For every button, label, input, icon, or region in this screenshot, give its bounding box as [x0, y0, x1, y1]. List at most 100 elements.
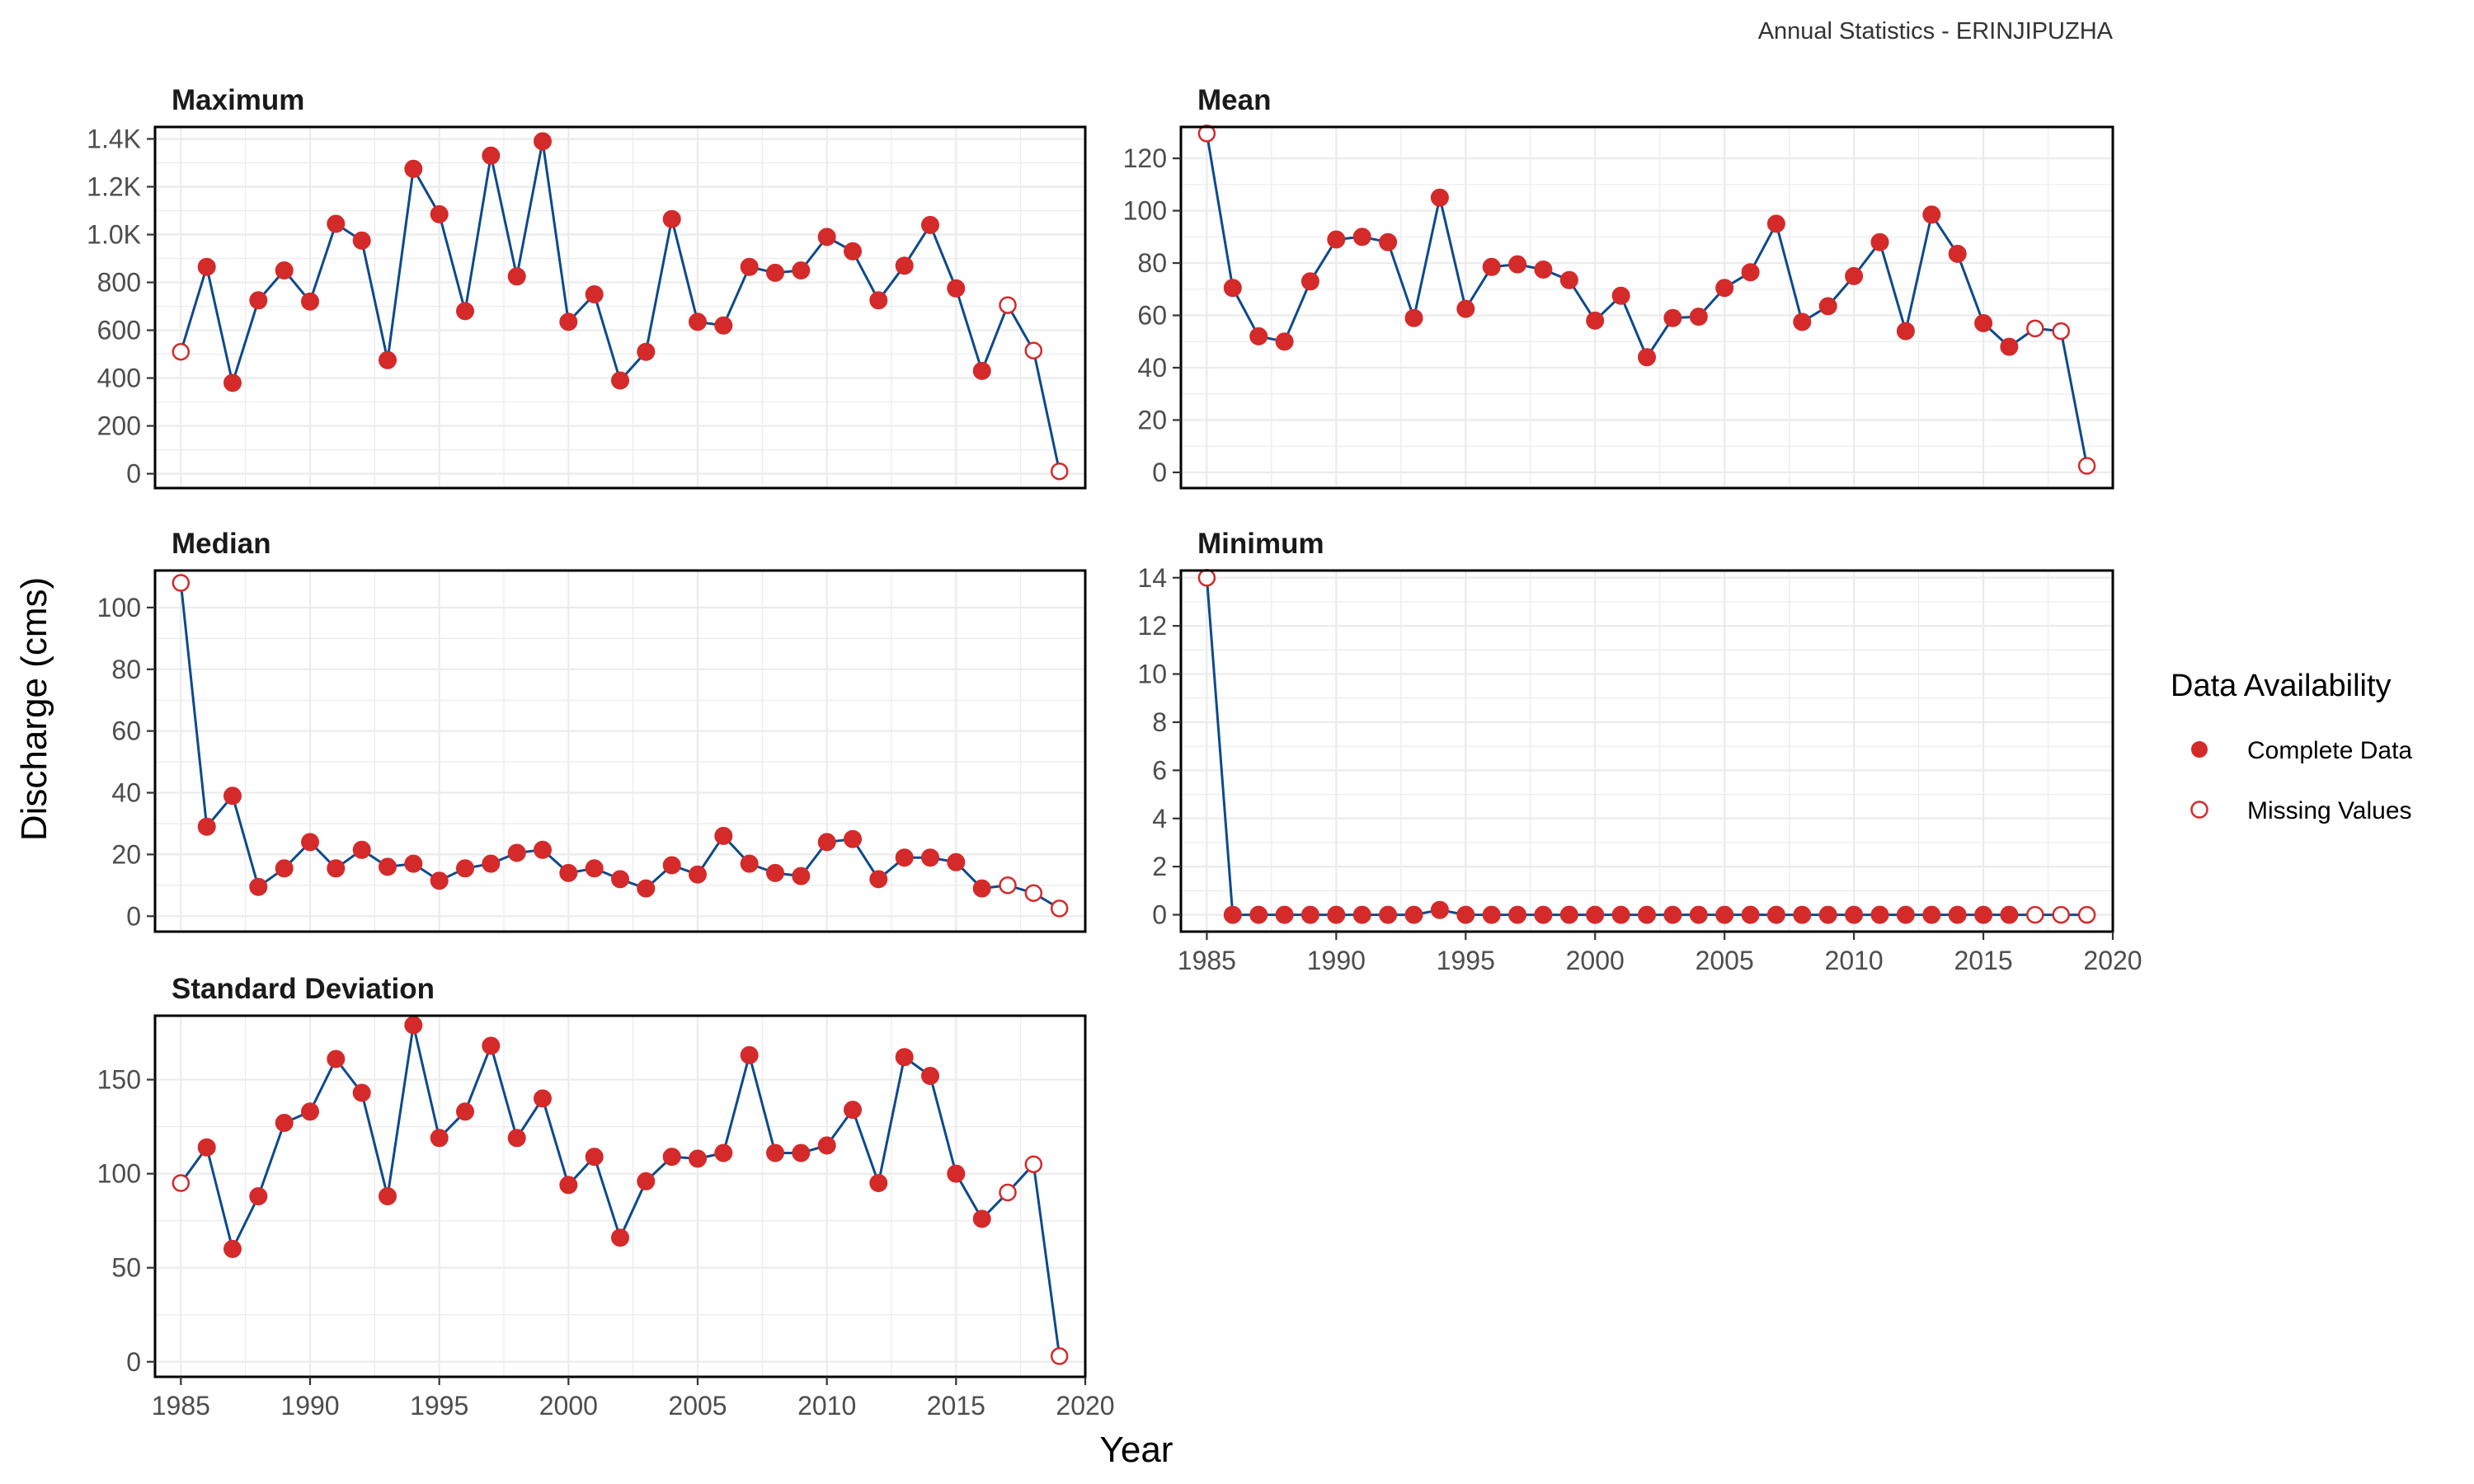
data-point-2017 — [999, 296, 1017, 314]
data-point-2011 — [844, 829, 862, 848]
data-point-2014 — [921, 1067, 939, 1085]
data-point-1985 — [172, 1174, 190, 1192]
y-tick-label: 120 — [1123, 143, 1167, 173]
data-point-1992 — [352, 231, 371, 250]
y-tick-label: 4 — [1152, 804, 1167, 834]
data-point-1994 — [404, 1016, 423, 1035]
data-point-2016 — [972, 361, 991, 380]
data-point-1994 — [1430, 900, 1449, 919]
data-point-2008 — [766, 863, 784, 882]
data-point-1991 — [1352, 228, 1371, 247]
data-point-2011 — [844, 242, 862, 261]
data-point-2001 — [1611, 286, 1630, 305]
y-tick-label: 800 — [97, 268, 141, 298]
data-point-1988 — [249, 877, 268, 896]
data-point-1986 — [1223, 905, 1242, 924]
data-point-1993 — [1404, 905, 1423, 924]
data-point-1986 — [197, 257, 216, 276]
data-point-2012 — [869, 1174, 888, 1192]
y-tick-label: 20 — [111, 839, 141, 869]
y-tick-label: 100 — [97, 1159, 141, 1189]
y-tick-label: 50 — [111, 1253, 141, 1283]
panel-border — [153, 569, 1087, 933]
data-point-2010 — [817, 228, 836, 247]
data-point-2019 — [1050, 462, 1069, 481]
y-tick-label: 80 — [1137, 248, 1167, 278]
data-point-2013 — [895, 256, 914, 275]
data-point-2003 — [637, 342, 656, 361]
data-point-2005 — [689, 312, 707, 331]
data-point-1990 — [301, 833, 319, 852]
data-point-1990 — [1327, 905, 1346, 924]
y-tick-label: 14 — [1137, 563, 1167, 593]
data-point-2018 — [2052, 905, 2070, 924]
legend-title: Data Availability — [2171, 669, 2392, 703]
data-point-2008 — [766, 263, 784, 282]
data-point-2008 — [1793, 312, 1812, 331]
data-point-2014 — [1948, 905, 1967, 924]
x-tick-label: 2010 — [1825, 946, 1884, 975]
data-point-2011 — [1870, 232, 1889, 251]
data-point-2004 — [662, 856, 681, 875]
data-point-1991 — [1352, 905, 1371, 924]
data-point-1998 — [507, 1129, 526, 1148]
data-point-2007 — [740, 257, 759, 276]
data-point-1990 — [301, 1102, 319, 1121]
data-point-1985 — [1197, 569, 1216, 587]
y-tick-label: 1.0K — [87, 220, 141, 250]
y-tick-label: 100 — [97, 593, 141, 622]
y-tick-label: 8 — [1152, 707, 1167, 737]
data-point-1995 — [430, 1129, 449, 1148]
y-tick-label: 0 — [126, 459, 141, 489]
panel-border — [1179, 569, 2114, 933]
panel-title: Standard Deviation — [172, 973, 435, 1005]
data-point-2004 — [662, 1148, 681, 1167]
panel-mean: Mean 0 20 40 60 80 100 120 — [1123, 84, 2114, 490]
data-point-1988 — [249, 1187, 268, 1205]
y-tick-label: 1.2K — [87, 172, 141, 202]
data-point-1995 — [430, 204, 449, 223]
data-point-2011 — [844, 1101, 862, 1120]
data-point-1991 — [327, 1050, 346, 1068]
data-point-2009 — [792, 866, 811, 885]
y-tick-label: 10 — [1137, 660, 1167, 689]
data-point-1996 — [456, 859, 474, 878]
data-point-1996 — [1482, 257, 1501, 276]
x-tick-label: 2015 — [927, 1391, 985, 1421]
panel-standard-deviation: Standard Deviation 0 50 100 150 1985 1990 1995 2… — [97, 973, 1115, 1421]
data-point-2002 — [611, 870, 629, 889]
data-point-1996 — [456, 302, 474, 321]
panel-background — [155, 1016, 1085, 1377]
data-point-1990 — [1327, 230, 1346, 249]
y-tick-label: 40 — [1137, 353, 1167, 383]
data-point-1988 — [1275, 332, 1294, 351]
x-tick-label: 2000 — [1566, 946, 1625, 975]
data-point-2005 — [1715, 905, 1734, 924]
data-point-2008 — [1793, 905, 1812, 924]
data-point-1993 — [379, 1187, 397, 1205]
data-point-1998 — [1534, 261, 1553, 279]
legend: Data Availability Complete Data Missing … — [2171, 669, 2412, 824]
data-point-1997 — [482, 854, 501, 873]
data-point-2002 — [611, 1228, 629, 1247]
data-point-2019 — [2077, 457, 2096, 475]
data-point-1995 — [430, 871, 449, 890]
data-point-2013 — [895, 1048, 914, 1067]
y-tick-label: 60 — [1137, 301, 1167, 331]
data-point-2004 — [1689, 308, 1708, 326]
data-point-2002 — [1638, 905, 1656, 924]
data-point-2003 — [637, 1172, 656, 1190]
data-point-1989 — [275, 859, 294, 878]
legend-key-missing-values — [2190, 801, 2208, 819]
data-point-1992 — [352, 1083, 371, 1102]
x-tick-label: 2020 — [1056, 1391, 1114, 1421]
data-point-2005 — [1715, 279, 1734, 298]
data-point-2012 — [869, 870, 888, 889]
data-point-1987 — [1249, 905, 1268, 924]
data-point-2019 — [1050, 899, 1069, 918]
data-point-2000 — [1586, 905, 1605, 924]
data-point-2008 — [766, 1144, 784, 1162]
data-point-1996 — [456, 1102, 474, 1121]
data-point-1998 — [507, 267, 526, 286]
data-point-2015 — [1974, 314, 1993, 332]
